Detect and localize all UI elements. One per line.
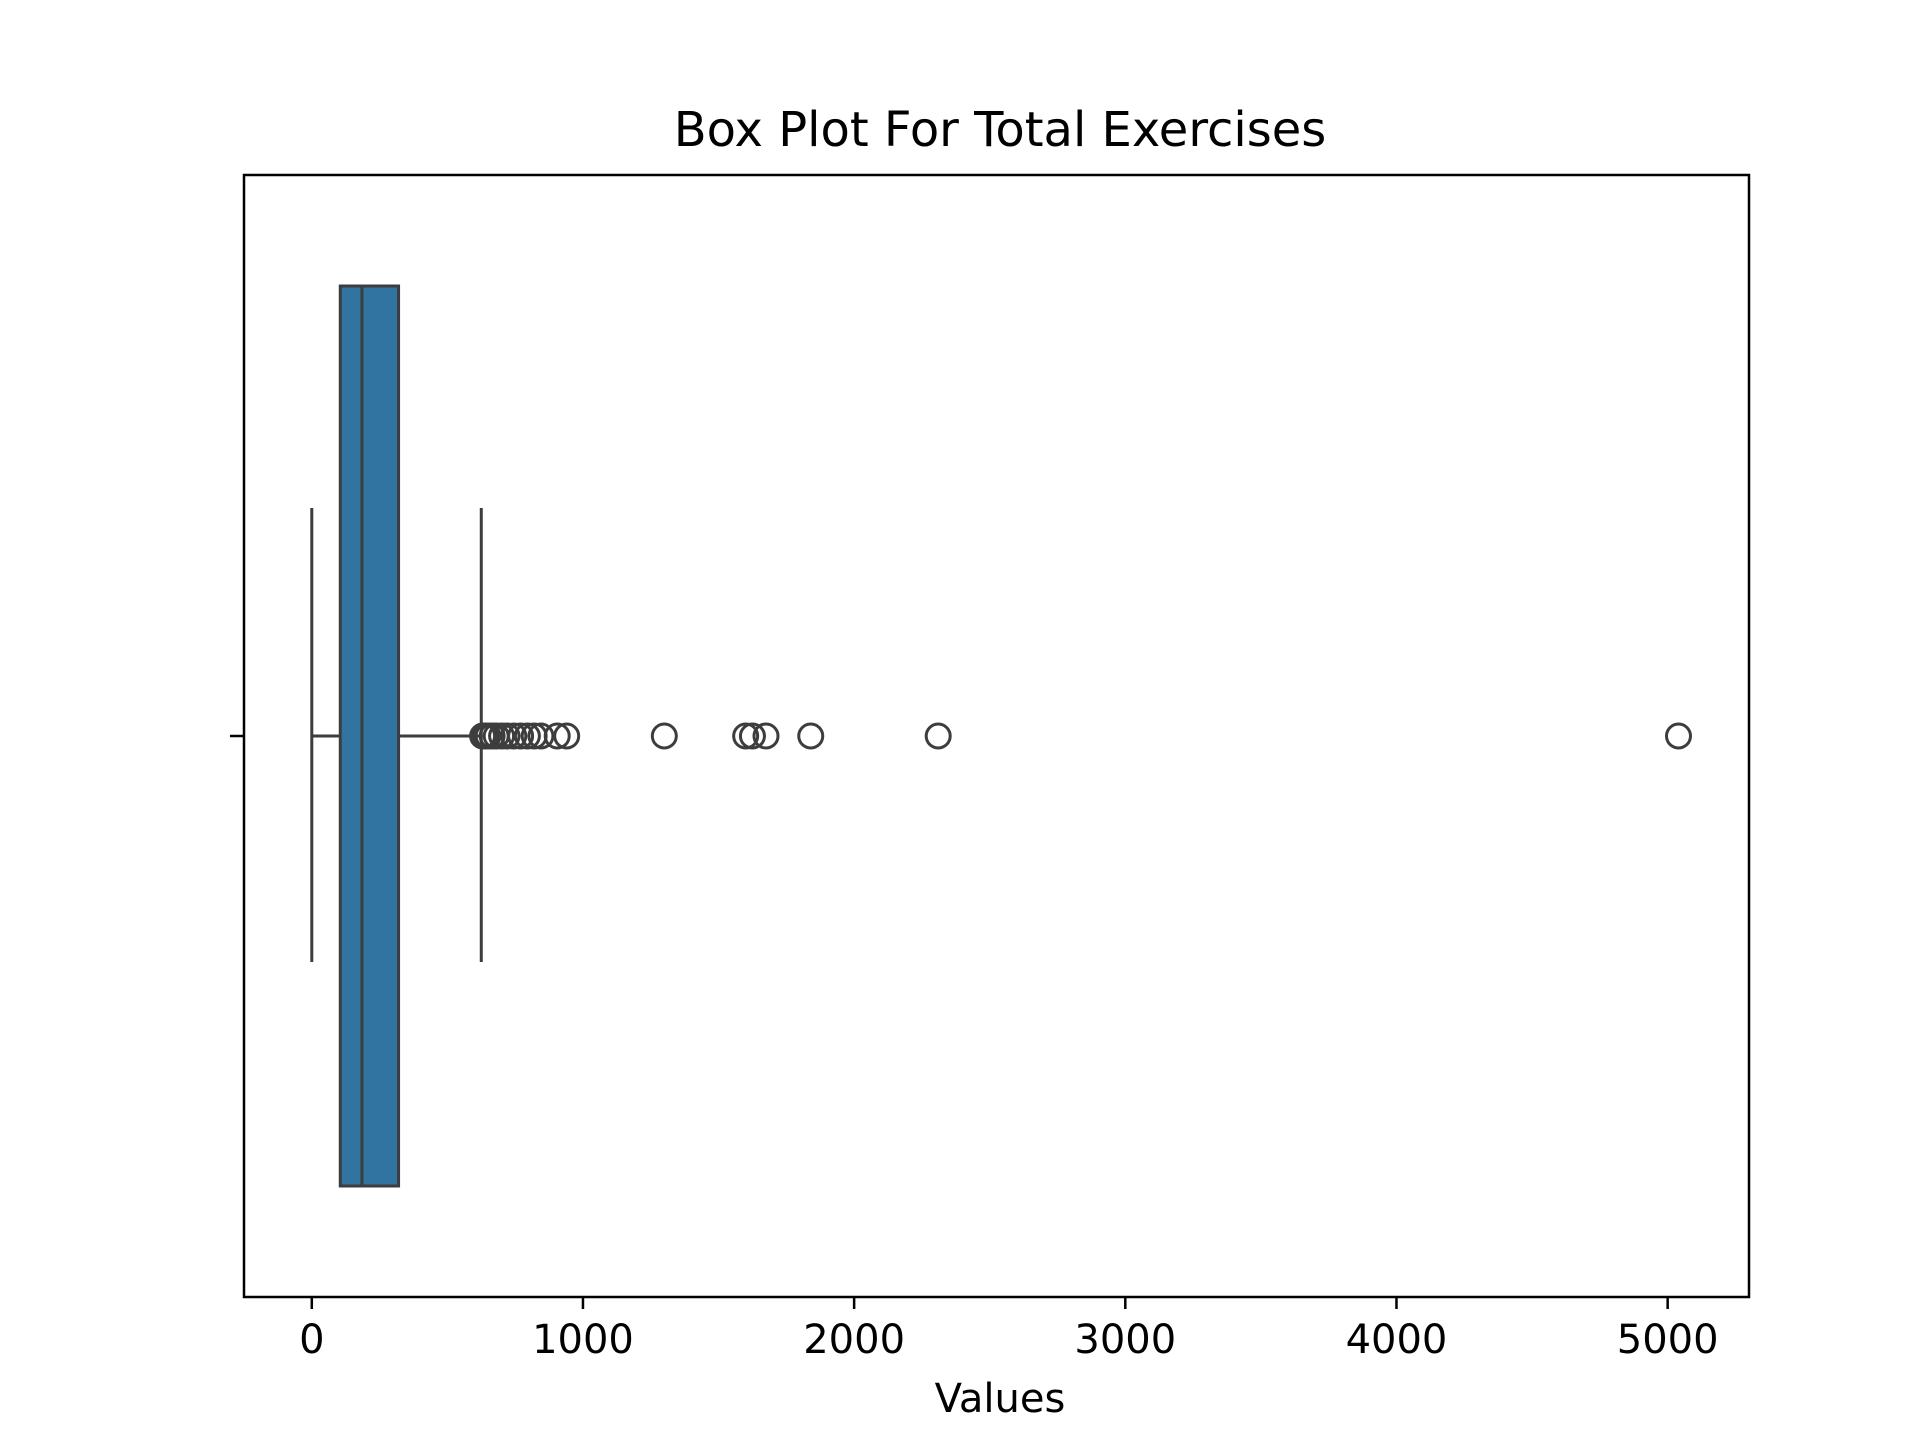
x-axis-ticks: 0 1000 2000 3000 4000 5000 (230, 734, 1719, 1363)
x-tick-label: 3000 (1074, 1317, 1176, 1363)
outlier-point (1664, 722, 1692, 750)
outlier-point (500, 722, 528, 750)
x-tick-label: 5000 (1617, 1317, 1719, 1363)
x-tick-label: 1000 (532, 1317, 634, 1363)
outlier-point (650, 722, 678, 750)
outlier-point (732, 722, 760, 750)
outlier-point (527, 722, 555, 750)
outlier-point (553, 722, 581, 750)
x-tick-label: 4000 (1346, 1317, 1448, 1363)
x-tick-label: 2000 (803, 1317, 905, 1363)
x-axis-label: Values (935, 1376, 1066, 1422)
chart-title: Box Plot For Total Exercises (674, 102, 1327, 158)
outlier-point (507, 722, 535, 750)
outlier-point (924, 722, 952, 750)
outlier-point (513, 722, 541, 750)
outlier-point (797, 722, 825, 750)
iqr-box (338, 284, 401, 1188)
outlier-point (543, 722, 571, 750)
x-tick-label: 0 (299, 1317, 324, 1363)
outlier-point (752, 722, 780, 750)
outlier-point (738, 722, 766, 750)
outlier-point (493, 722, 521, 750)
plot-area (242, 173, 1751, 1299)
